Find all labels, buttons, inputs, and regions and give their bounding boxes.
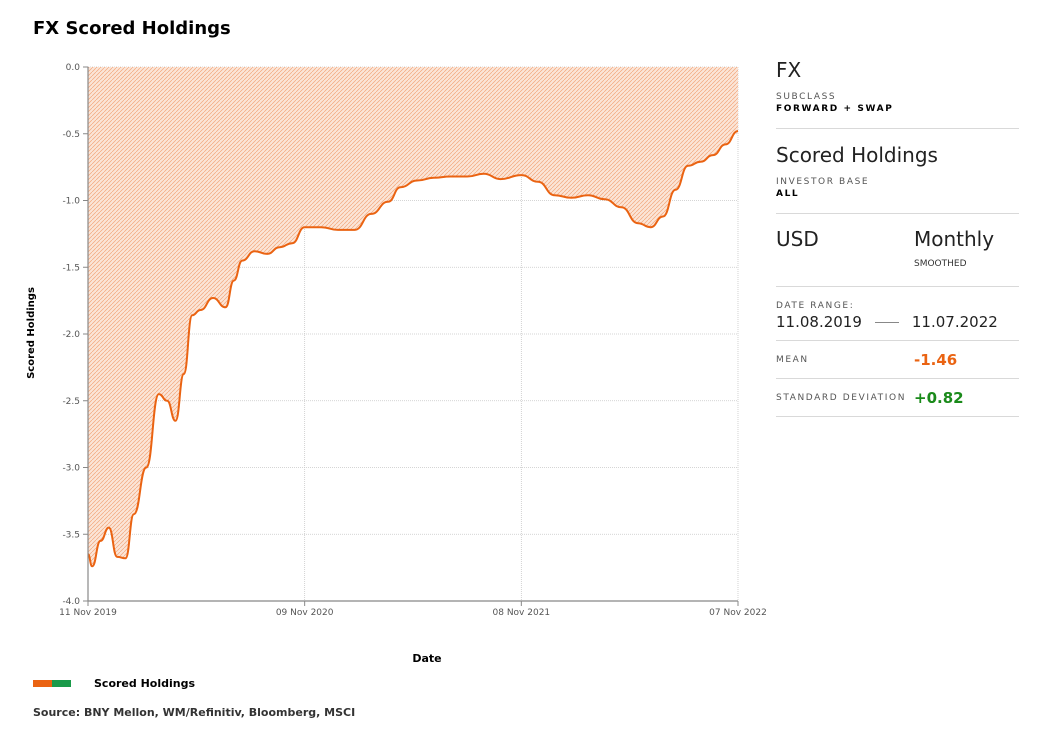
std-dev-value: +0.82 [914, 388, 964, 407]
divider [776, 340, 1019, 341]
smoothing-label: SMOOTHED [914, 259, 967, 269]
y-tick-label: -4.0 [62, 597, 80, 607]
x-tick-label: 07 Nov 2022 [709, 608, 767, 618]
frequency: Monthly [914, 227, 995, 251]
date-range-label: DATE RANGE: [776, 301, 855, 311]
divider [776, 213, 1019, 214]
divider [776, 286, 1019, 287]
area-layer [87, 67, 739, 568]
y-tick-label: -3.0 [62, 464, 80, 474]
x-axis-label: Date [412, 652, 442, 665]
y-tick-label: -1.0 [62, 197, 80, 207]
date-range-end: 11.07.2022 [911, 313, 998, 331]
investor-base-value: ALL [776, 189, 800, 199]
mean-value: -1.46 [914, 350, 958, 369]
x-tick-label: 08 Nov 2021 [493, 608, 551, 618]
series-line [87, 130, 739, 568]
divider [776, 128, 1019, 129]
y-tick-label: -0.5 [62, 130, 80, 140]
y-tick-label: -3.5 [62, 530, 80, 540]
chart-area: 0.0 -0.5 -1.0 -1.5 -2.0 -2.5 -3.0 -3.5 -4.011 No… [26, 63, 767, 618]
divider [776, 378, 1019, 379]
x-tick-label: 11 Nov 2019 [59, 608, 117, 618]
asset-name: FX [776, 58, 802, 82]
divider [776, 416, 1019, 417]
source-note: Source: BNY Mellon, WM/Refinitiv, Bloomb… [33, 706, 356, 719]
series-area [88, 67, 738, 567]
y-tick-label: 0.0 [66, 63, 81, 73]
subclass-label: SUBCLASS [776, 92, 837, 102]
info-panel: FX SUBCLASS FORWARD + SWAP Scored Holdin… [776, 58, 1019, 417]
y-tick-label: -2.0 [62, 330, 80, 340]
y-tick-label: -2.5 [62, 397, 80, 407]
legend: Scored Holdings [33, 677, 195, 690]
mean-label: MEAN [776, 354, 809, 365]
x-tick-label: 09 Nov 2020 [276, 608, 334, 618]
std-dev-label: STANDARD DEVIATION [776, 392, 907, 403]
legend-swatch [33, 680, 71, 687]
subclass-value: FORWARD + SWAP [776, 104, 894, 114]
y-tick-label: -1.5 [62, 263, 80, 273]
axis-layer: 0.0 -0.5 -1.0 -1.5 -2.0 -2.5 -3.0 -3.5 -4.011 No… [59, 63, 767, 618]
date-range-dash [874, 321, 899, 323]
legend-swatch-orange [33, 680, 52, 687]
legend-label: Scored Holdings [94, 677, 196, 690]
legend-swatch-green [52, 680, 71, 687]
chart-title: FX Scored Holdings [33, 18, 231, 39]
currency: USD [776, 227, 819, 251]
y-axis-label: Scored Holdings [26, 287, 37, 379]
metric-name: Scored Holdings [776, 143, 938, 167]
date-range-start: 11.08.2019 [776, 313, 862, 331]
investor-base-label: INVESTOR BASE [776, 177, 870, 187]
